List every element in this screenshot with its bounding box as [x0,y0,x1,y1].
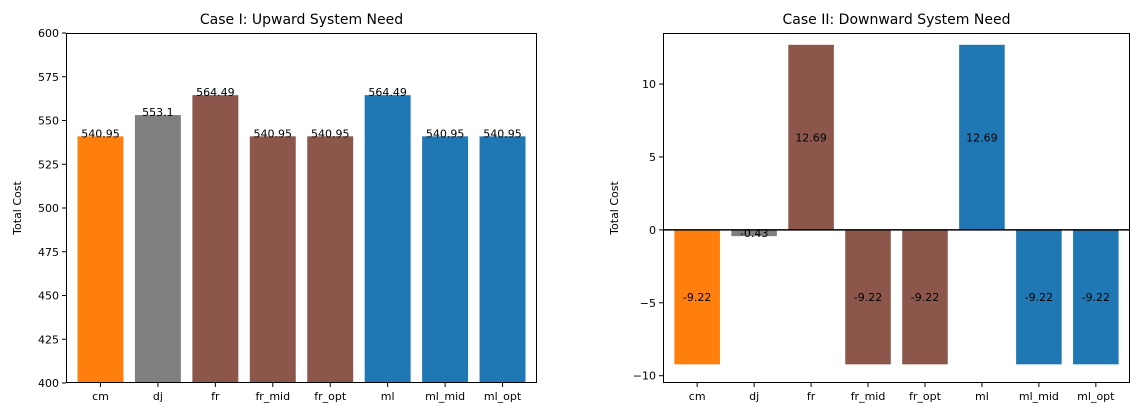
y-tick-label: 5 [649,151,656,164]
bar-ml_opt [479,136,526,383]
bar-cm [77,136,124,383]
bar-dj [134,115,181,383]
x-tick-label: ml [975,390,989,403]
x-tick-label: ml_mid [425,390,465,403]
data-label: 540.95 [254,127,293,140]
bar-ml_opt [1073,229,1119,365]
x-tick-label: fr [211,390,220,403]
x-tick-label: ml_mid [1019,390,1059,403]
chart-title: Case I: Upward System Need [200,12,403,28]
bar-fr_opt [307,136,354,383]
y-tick-label: −5 [640,297,656,310]
x-tick-label: fr [807,390,816,403]
x-tick-label: ml_opt [484,390,522,403]
bar-fr_opt [902,229,948,365]
y-tick-label: −10 [633,370,656,383]
data-label: -9.22 [1082,291,1110,304]
bar-ml_mid [422,136,469,383]
bar-fr_mid [845,229,891,365]
data-label: -9.22 [683,291,711,304]
x-tick-label: fr_mid [851,390,886,403]
data-label: 540.95 [426,127,465,140]
y-tick-label: 0 [649,224,656,237]
y-tick-label: 600 [38,27,59,40]
y-tick-label: 550 [38,115,59,128]
x-tick-label: fr_mid [255,390,290,403]
bar-fr_mid [249,136,296,383]
x-tick-label: dj [749,390,759,403]
x-tick-label: cm [689,390,706,403]
data-label: -9.22 [1025,291,1053,304]
x-tick-label: fr_opt [909,390,942,403]
y-tick-label: 575 [38,71,59,84]
data-label: 564.49 [368,86,407,99]
y-axis-label: Total Cost [11,181,24,236]
data-label: 564.49 [196,86,235,99]
data-label: 540.95 [311,127,350,140]
data-label: -9.22 [854,291,882,304]
chart-title: Case II: Downward System Need [783,12,1011,28]
y-tick-label: 525 [38,158,59,171]
plot-frame [66,33,537,383]
bar-fr [788,44,834,230]
chart-case-2: −10 −5 0 5 10 cm dj fr fr_mid fr_opt ml ml_mid ml_op… [608,12,1130,403]
x-tick-label: ml_opt [1077,390,1115,403]
bar-ml_mid [1016,229,1062,365]
bar-ml [364,95,411,383]
y-tick-label: 425 [38,333,59,346]
y-axis-label: Total Cost [608,181,621,236]
y-tick-label: 10 [642,78,656,91]
bar-ml [959,44,1005,230]
x-tick-label: dj [153,390,163,403]
data-label: 540.95 [81,127,120,140]
y-tick-label: 500 [38,202,59,215]
x-tick-label: cm [92,390,109,403]
data-label: -9.22 [911,291,939,304]
x-tick-label: ml [381,390,395,403]
data-label: 12.69 [795,131,827,144]
x-tick-label: fr_opt [314,390,347,403]
data-label: -0.43 [740,227,768,240]
y-tick-label: 475 [38,246,59,259]
chart-case-1: 400 425 450 475 500 525 550 575 600 cm dj fr fr_mid f… [11,12,537,403]
bar-dj [731,229,777,237]
data-label: 553.1 [142,106,174,119]
bar-cm [674,229,720,365]
data-label: 540.95 [483,127,522,140]
data-label: 12.69 [966,131,998,144]
y-tick-label: 400 [38,377,59,390]
bar-fr [192,95,239,383]
y-tick-label: 450 [38,290,59,303]
